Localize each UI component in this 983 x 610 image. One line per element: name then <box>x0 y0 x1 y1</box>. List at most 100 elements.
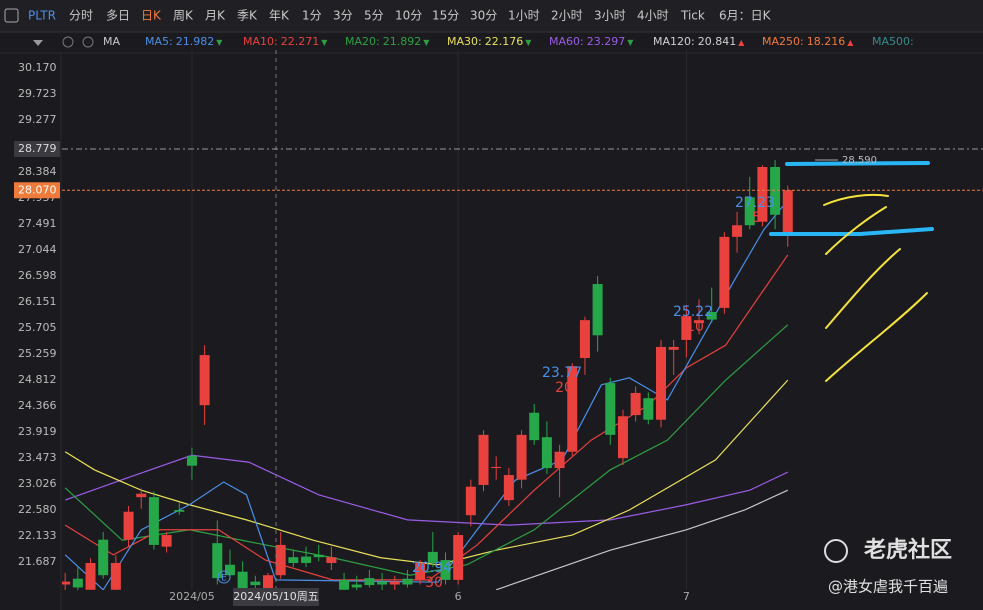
drawn-line <box>825 292 928 382</box>
y-tick-label: 29.723 <box>18 87 57 100</box>
ma-legend: MA250: 18.216 ▲ <box>762 35 854 48</box>
candle-body <box>744 197 755 226</box>
toolbar-item[interactable]: Tick <box>680 9 705 23</box>
candle-body <box>529 412 540 441</box>
ma-legend: MA60: 23.297 ▼ <box>549 35 634 48</box>
watermark-user: @港女虐我千百遍 <box>828 578 948 596</box>
y-tick-label: 26.598 <box>18 269 57 282</box>
candle-body <box>339 579 350 590</box>
candle-body <box>668 346 679 350</box>
candle-body <box>123 511 134 540</box>
candle-body <box>85 562 96 590</box>
ma-title: MA <box>103 35 120 48</box>
candle-body <box>301 556 312 563</box>
ma-label: MA20: <box>345 35 380 48</box>
y-tick-label: 23.026 <box>18 477 57 490</box>
candle-body <box>516 434 527 480</box>
candle-body <box>770 166 781 215</box>
ma-arrow: ▲ <box>738 38 745 47</box>
ma-value: 22.176 <box>485 35 524 48</box>
high-label: 28.590 <box>842 155 877 166</box>
ma-annotation-period: 10 <box>686 319 704 335</box>
ma-arrow: ▲ <box>847 38 854 47</box>
y-tick-label: 23.919 <box>18 425 57 438</box>
ma-label: MA250: <box>762 35 804 48</box>
ma-annotation-value: 25.22 <box>673 304 713 320</box>
x-tick-label: 6 <box>455 590 462 603</box>
ma-value: 18.216 <box>807 35 846 48</box>
ma-line <box>64 254 789 581</box>
toolbar-item[interactable]: 月K <box>205 9 226 23</box>
toolbar-item[interactable]: 分时 <box>69 9 93 23</box>
ma-legend: MA120: 20.841 ▲ <box>653 35 745 48</box>
ma-annotation-value: 20.94 <box>412 560 452 576</box>
candle-body <box>148 497 159 545</box>
candle-body <box>389 581 400 585</box>
crosshair-label: 2024/05/10周五 <box>233 590 318 603</box>
ma-label: MA500: <box>872 35 914 48</box>
event-marker-circle <box>217 570 231 584</box>
ma-label: MA30: <box>447 35 482 48</box>
candle-body <box>782 190 793 233</box>
candle-body <box>554 451 565 469</box>
y-tick-label: 21.687 <box>18 555 57 568</box>
candle-body <box>427 551 438 563</box>
candle-body <box>491 466 502 469</box>
toolbar-item[interactable]: 1分 <box>302 9 322 23</box>
candle-body <box>402 578 413 585</box>
candle-body <box>655 346 666 420</box>
toolbar-item[interactable]: 3小时 <box>594 9 626 23</box>
toolbar-item[interactable]: 5分 <box>364 9 384 23</box>
ma-annotation-value: 27.23 <box>735 195 775 211</box>
candle-body <box>503 475 514 501</box>
ma-label: MA10: <box>243 35 278 48</box>
toolbar-item[interactable]: 4小时 <box>637 9 669 23</box>
icon-menu[interactable] <box>4 8 19 23</box>
y-tick-label: 22.133 <box>18 529 57 542</box>
candle-body <box>719 236 730 308</box>
candle-body <box>643 398 654 420</box>
candle-body <box>605 383 616 435</box>
candle-body <box>465 486 476 516</box>
toolbar-item[interactable]: 多日 <box>106 9 130 23</box>
y-tick-label: 27.044 <box>18 243 57 256</box>
toolbar-item[interactable]: 30分 <box>470 9 497 23</box>
ma-label: MA120: <box>653 35 695 48</box>
drawn-line <box>825 206 887 255</box>
toolbar-item[interactable]: 日K <box>141 9 162 23</box>
toolbar-item[interactable]: 周K <box>173 9 194 23</box>
candle-body <box>567 366 578 452</box>
ma-annotation-period: 20 <box>555 380 573 396</box>
candle-body <box>579 320 590 358</box>
toolbar-item[interactable]: 1小时 <box>508 9 540 23</box>
toolbar-item[interactable]: 3分 <box>333 9 353 23</box>
ma-label: MA60: <box>549 35 584 48</box>
drawn-line <box>785 161 930 166</box>
price-label: 28.070 <box>18 183 57 196</box>
toolbar-item[interactable]: 2小时 <box>551 9 583 23</box>
candle-body <box>694 320 705 324</box>
toolbar-item[interactable]: 年K <box>269 9 290 23</box>
y-tick-label: 22.580 <box>18 503 57 516</box>
close-icon[interactable] <box>82 36 94 48</box>
ma-arrow: ▼ <box>525 38 532 47</box>
settings-icon[interactable] <box>62 36 74 48</box>
y-tick-label: 24.812 <box>18 373 57 386</box>
candle-body <box>377 581 388 585</box>
toolbar-item[interactable]: 季K <box>237 9 258 23</box>
toolbar-item[interactable]: 15分 <box>432 9 459 23</box>
candle-body <box>541 437 552 469</box>
toolbar-item[interactable]: 6月：日K <box>719 9 772 23</box>
ma-arrow: ▼ <box>423 38 430 47</box>
toolbar-item[interactable]: 10分 <box>395 9 422 23</box>
drawn-line <box>825 248 901 329</box>
ma-legend: MA20: 21.892 ▼ <box>345 35 430 48</box>
candle-body <box>110 562 121 590</box>
symbol[interactable]: PLTR <box>28 9 56 23</box>
candle-body <box>186 455 197 466</box>
collapse-icon[interactable] <box>33 40 43 46</box>
ma-arrow: ▼ <box>321 38 328 47</box>
candle-body <box>174 509 185 512</box>
